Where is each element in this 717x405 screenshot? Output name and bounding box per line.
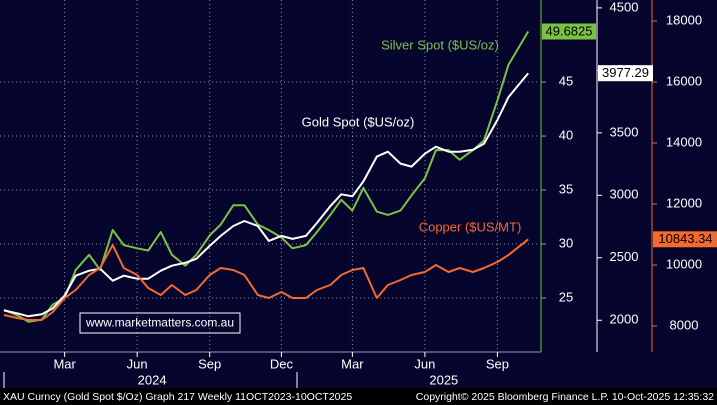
series-label: Silver Spot ($US/oz) (381, 37, 499, 52)
series-line (3, 30, 530, 323)
last-value-label: 10843.34 (658, 231, 712, 246)
series-line (3, 238, 529, 321)
y-tick-label: 45 (559, 73, 573, 88)
y-tick-label: 18000 (666, 12, 702, 27)
y-tick-label: 14000 (666, 134, 702, 149)
x-tick-label: Mar (341, 356, 364, 371)
x-tick-label: Sep (198, 356, 221, 371)
x-tick-label: Mar (53, 356, 76, 371)
x-tick-label: Jun (127, 356, 148, 371)
last-value-box (598, 65, 653, 82)
watermark-box (79, 312, 241, 334)
footer-left: XAU Curncy (Gold Spot $/Oz) Graph 217 We… (3, 391, 352, 403)
x-year-label: 2024 (138, 372, 167, 387)
y-tick-label: 4500 (610, 0, 639, 14)
x-tick-label: Dec (270, 356, 294, 371)
y-tick-label: 3000 (610, 187, 639, 202)
y-tick-label: 25 (559, 289, 573, 304)
y-tick-label: 16000 (666, 73, 702, 88)
last-value-label: 49.6825 (546, 23, 593, 38)
y-tick-label: 8000 (670, 317, 699, 332)
y-tick-label: 40 (559, 127, 573, 142)
y-tick-label: 2500 (610, 249, 639, 264)
series-label: Copper ($US/MT) (419, 219, 522, 234)
x-year-label: 2025 (429, 372, 458, 387)
y-tick-label: 10000 (666, 256, 702, 271)
x-tick-label: Jun (414, 356, 435, 371)
series-line (3, 72, 529, 318)
last-value-box (653, 231, 717, 248)
footer-right: Copyright© 2025 Bloomberg Finance L.P. 1… (416, 391, 714, 403)
y-tick-label: 12000 (666, 195, 702, 210)
footer-bar (0, 388, 717, 405)
series-label: Gold Spot ($US/oz) (302, 114, 415, 129)
y-tick-label: 30 (559, 235, 573, 250)
last-value-label: 3977.29 (602, 65, 649, 80)
y-tick-label: 3500 (610, 124, 639, 139)
last-value-box (542, 23, 596, 40)
watermark: www.marketmatters.com.au (85, 316, 234, 330)
y-tick-label: 35 (559, 181, 573, 196)
y-tick-label: 2000 (610, 312, 639, 327)
x-tick-label: Sep (486, 356, 509, 371)
